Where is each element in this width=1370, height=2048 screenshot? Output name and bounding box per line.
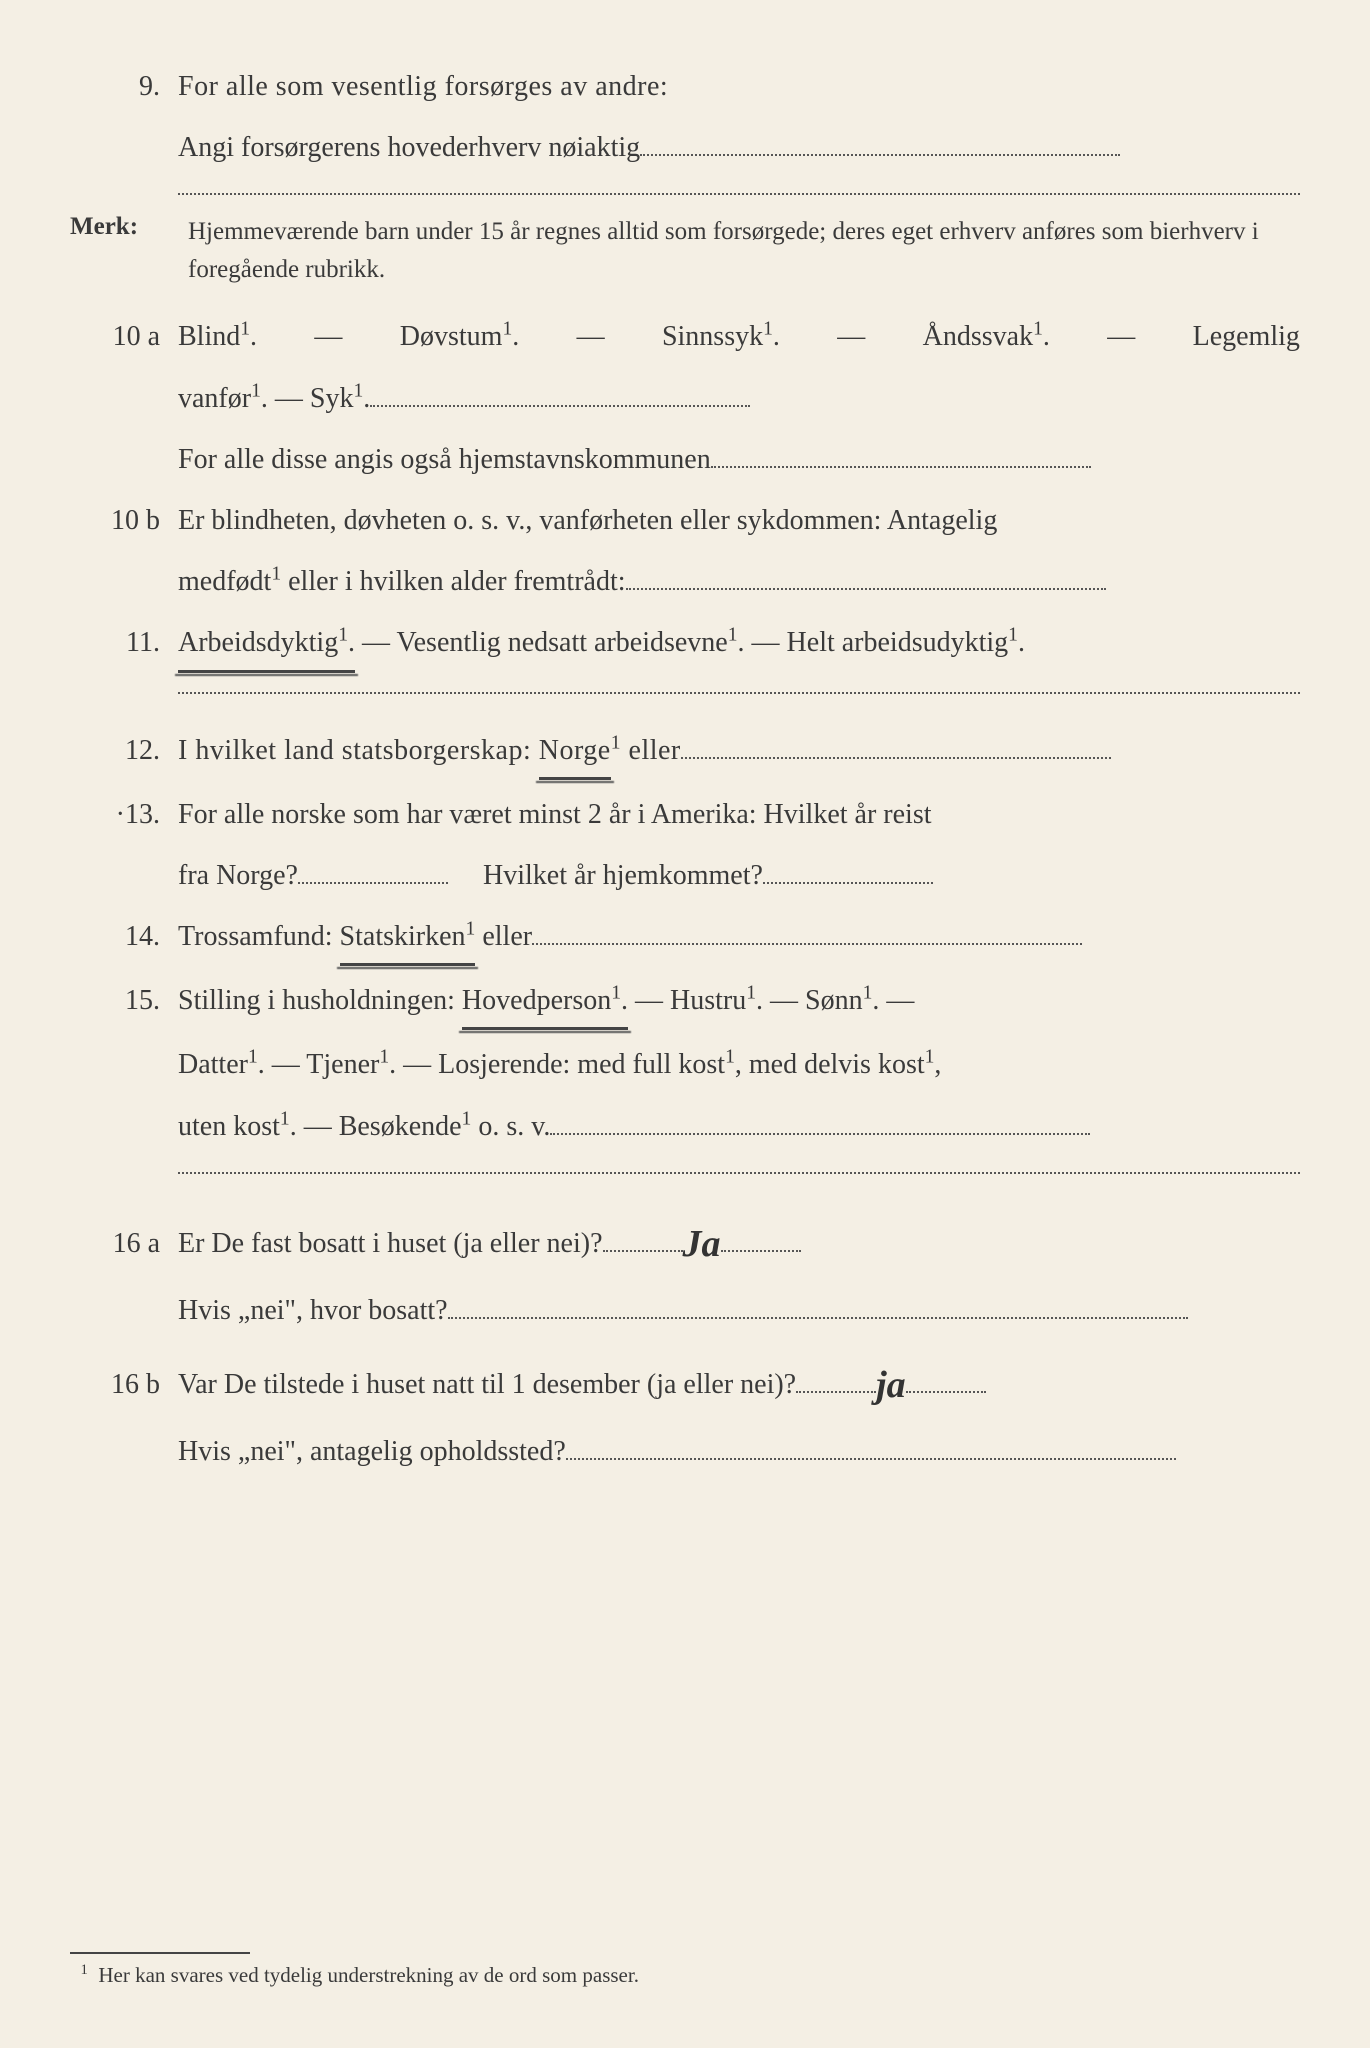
q15-row3: uten kost1. — Besøkende1 o. s. v. bbox=[70, 1100, 1300, 1153]
opt-syk: Syk bbox=[310, 383, 354, 414]
merk-text: Hjemmeværende barn under 15 år regnes al… bbox=[188, 213, 1300, 288]
q15-row1: 15. Stilling i husholdningen: Hovedperso… bbox=[70, 974, 1300, 1030]
opt-medfodt: medfødt bbox=[178, 566, 271, 597]
q9-row2: Angi forsørgerens hovederhverv nøiaktig bbox=[70, 121, 1300, 174]
q10b-row2: medfødt1 eller i hvilken alder fremtrådt… bbox=[70, 555, 1300, 608]
q14-number: 14. bbox=[70, 910, 178, 963]
q10a-row1: 10 a Blind1. — Døvstum1. — Sinnssyk1. — … bbox=[70, 310, 1300, 363]
opt-blind: Blind bbox=[178, 321, 240, 352]
document-page: 9. For alle som vesentlig forsørges av a… bbox=[0, 0, 1370, 2048]
opt-andssvak: Åndssvak bbox=[923, 321, 1033, 352]
q9-blank-full bbox=[178, 192, 1300, 195]
q15-selected-hovedperson: Hovedperson1. bbox=[462, 974, 628, 1030]
opt-sinnssyk: Sinnssyk bbox=[662, 321, 763, 352]
merk-note: Merk: Hjemmeværende barn under 15 år reg… bbox=[70, 213, 1300, 288]
q16b-row1: 16 b Var De tilstede i huset natt til 1 … bbox=[70, 1345, 1300, 1417]
q11-number: 11. bbox=[70, 616, 178, 669]
footnote-rule bbox=[70, 1952, 250, 1954]
q16b-answer-ja: ja bbox=[876, 1349, 906, 1421]
q16a-row1: 16 a Er De fast bosatt i huset (ja eller… bbox=[70, 1204, 1300, 1276]
footnote: 1 Her kan svares ved tydelig understrekn… bbox=[70, 1952, 1300, 1988]
q16b-number: 16 b bbox=[70, 1358, 178, 1411]
q9-line2: Angi forsørgerens hovederhverv nøiaktig bbox=[178, 132, 640, 163]
q14-row: 14. Trossamfund: Statskirken1 eller bbox=[70, 910, 1300, 966]
merk-label: Merk: bbox=[70, 213, 188, 241]
q10a-number: 10 a bbox=[70, 310, 178, 363]
q14-selected-statskirken: Statskirken1 bbox=[340, 910, 476, 966]
q12-selected-norge: Norge bbox=[539, 724, 611, 780]
q9-line1: For alle som vesentlig forsørges av andr… bbox=[178, 60, 1300, 113]
q13-number: ·13. bbox=[70, 788, 178, 841]
opt-vanfor: vanfør bbox=[178, 383, 251, 414]
q15-number: 15. bbox=[70, 974, 178, 1027]
footnote-marker: 1 bbox=[81, 1962, 88, 1978]
q12-row: 12. I hvilket land statsborgerskap: Norg… bbox=[70, 724, 1300, 780]
q13-row2: fra Norge? Hvilket år hjemkommet? bbox=[70, 849, 1300, 902]
q12-number: 12. bbox=[70, 724, 178, 777]
q16a-number: 16 a bbox=[70, 1217, 178, 1270]
q9-number: 9. bbox=[70, 60, 178, 113]
q13-row1: ·13. For alle norske som har været minst… bbox=[70, 788, 1300, 841]
q10a-row2: vanfør1. — Syk1. bbox=[70, 372, 1300, 425]
q15-row2: Datter1. — Tjener1. — Losjerende: med fu… bbox=[70, 1038, 1300, 1091]
q10b-line1: Er blindheten, døvheten o. s. v., vanfør… bbox=[178, 494, 1300, 547]
q10a-line3: For alle disse angis også hjemstavnskomm… bbox=[178, 444, 711, 475]
q11-blank bbox=[178, 691, 1300, 694]
q16b-row2: Hvis „nei", antagelig opholdssted? bbox=[70, 1425, 1300, 1478]
q13-line1: For alle norske som har været minst 2 år… bbox=[178, 788, 1300, 841]
q16a-answer-ja: Ja bbox=[683, 1208, 721, 1280]
q10a-row3: For alle disse angis også hjemstavnskomm… bbox=[70, 433, 1300, 486]
q11-selected-arbeidsdyktig: Arbeidsdyktig1. bbox=[178, 616, 355, 672]
q10b-number: 10 b bbox=[70, 494, 178, 547]
q15-blank bbox=[178, 1171, 1300, 1174]
opt-legemlig: Legemlig bbox=[1193, 310, 1300, 363]
q9-row1: 9. For alle som vesentlig forsørges av a… bbox=[70, 60, 1300, 113]
q16a-row2: Hvis „nei", hvor bosatt? bbox=[70, 1284, 1300, 1337]
q10b-row1: 10 b Er blindheten, døvheten o. s. v., v… bbox=[70, 494, 1300, 547]
footnote-text: Her kan svares ved tydelig understreknin… bbox=[98, 1963, 639, 1987]
q9-blank bbox=[640, 154, 1120, 156]
opt-dovstum: Døvstum bbox=[400, 321, 503, 352]
q11-row: 11. Arbeidsdyktig1. — Vesentlig nedsatt … bbox=[70, 616, 1300, 672]
